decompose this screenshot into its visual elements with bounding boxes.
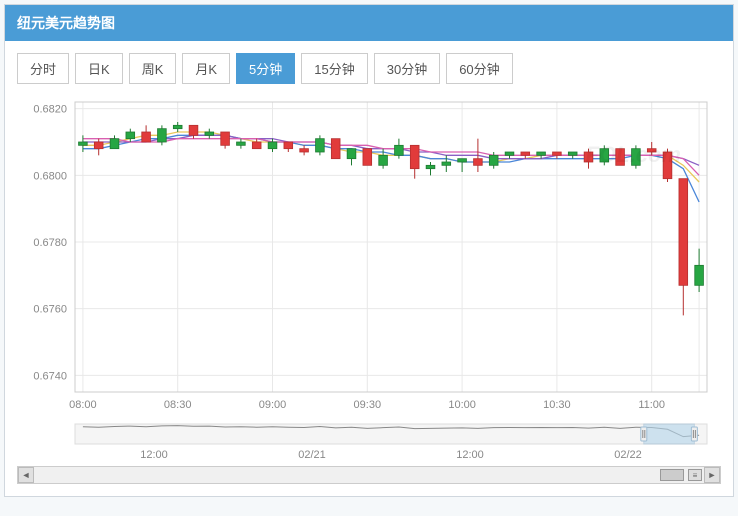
- scroll-grip-icon: ≡: [688, 469, 702, 481]
- horizontal-scrollbar[interactable]: ◄ ≡ ►: [17, 466, 721, 484]
- tab-2[interactable]: 周K: [129, 53, 177, 84]
- svg-text:09:00: 09:00: [259, 399, 287, 411]
- trend-panel: 纽元美元趋势图 分时日K周K月K5分钟15分钟30分钟60分钟 FOL.com …: [4, 4, 734, 497]
- navigator-chart[interactable]: 12:00 02/21 12:00 02/22: [17, 422, 717, 462]
- svg-text:0.6760: 0.6760: [33, 304, 67, 316]
- svg-text:0.6800: 0.6800: [33, 170, 67, 182]
- candlestick-chart[interactable]: 0.6740 0.6760 0.6780 0.6800 0.6820 08:00 08:30…: [17, 92, 717, 422]
- interval-tabs: 分时日K周K月K5分钟15分钟30分钟60分钟: [17, 53, 721, 84]
- scroll-right-button[interactable]: ►: [704, 467, 720, 483]
- svg-text:02/21: 02/21: [298, 449, 326, 461]
- tab-3[interactable]: 月K: [182, 53, 230, 84]
- svg-text:11:00: 11:00: [638, 399, 665, 411]
- svg-text:0.6740: 0.6740: [33, 370, 67, 382]
- scroll-thumb[interactable]: [660, 469, 684, 481]
- svg-text:12:00: 12:00: [140, 449, 168, 461]
- svg-text:10:30: 10:30: [543, 399, 571, 411]
- tab-1[interactable]: 日K: [75, 53, 123, 84]
- tab-7[interactable]: 60分钟: [446, 53, 512, 84]
- svg-text:08:00: 08:00: [69, 399, 97, 411]
- panel-title: 纽元美元趋势图: [5, 5, 733, 41]
- svg-text:10:00: 10:00: [448, 399, 476, 411]
- svg-text:02/22: 02/22: [614, 449, 642, 461]
- svg-text:09:30: 09:30: [354, 399, 382, 411]
- svg-text:08:30: 08:30: [164, 399, 192, 411]
- chart-area[interactable]: FOL.com 0.67400.67600.67800.68000.682008…: [17, 92, 721, 484]
- scroll-track[interactable]: ≡: [34, 467, 704, 483]
- tab-4[interactable]: 5分钟: [236, 53, 295, 84]
- svg-text:0.6780: 0.6780: [33, 237, 67, 249]
- svg-text:0.6820: 0.6820: [33, 104, 67, 116]
- tab-0[interactable]: 分时: [17, 53, 69, 84]
- panel-body: 分时日K周K月K5分钟15分钟30分钟60分钟 FOL.com 0.67400.…: [5, 41, 733, 496]
- tab-6[interactable]: 30分钟: [374, 53, 440, 84]
- scroll-left-button[interactable]: ◄: [18, 467, 34, 483]
- tab-5[interactable]: 15分钟: [301, 53, 367, 84]
- svg-text:12:00: 12:00: [456, 449, 484, 461]
